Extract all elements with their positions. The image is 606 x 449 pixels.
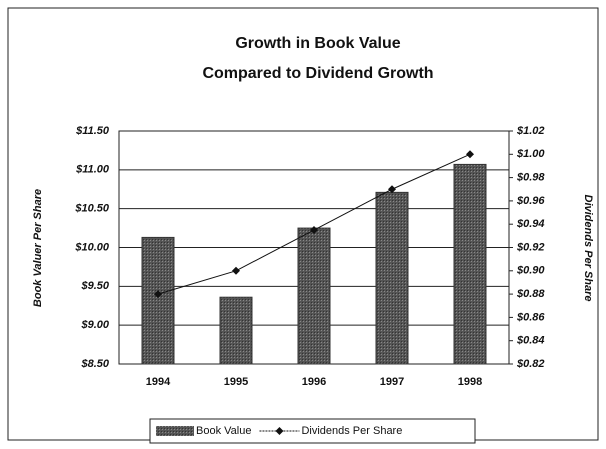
y-tick-label: $10.00	[74, 241, 110, 253]
bar	[297, 227, 331, 365]
y2-tick-label: $0.84	[516, 335, 545, 347]
line-marker	[310, 226, 318, 235]
y2-tick-label: $0.82	[516, 358, 545, 370]
line-marker	[466, 150, 474, 159]
y2-tick-label: $0.96	[516, 195, 545, 207]
x-tick-label: 1996	[302, 376, 326, 388]
bar	[375, 191, 409, 365]
y2-tick-label: $1.02	[516, 125, 545, 137]
line-marker	[232, 266, 240, 275]
x-tick-label: 1995	[224, 376, 248, 388]
legend-swatch	[156, 426, 194, 436]
legend-marker	[275, 427, 284, 435]
y-tick-label: $10.50	[74, 203, 110, 215]
line-marker	[388, 185, 396, 194]
legend-box	[149, 418, 476, 444]
y2-tick-label: $0.86	[516, 311, 545, 323]
y-tick-label: $8.50	[80, 358, 109, 370]
x-tick-label: 1998	[458, 376, 482, 388]
y2-tick-label: $0.92	[516, 241, 545, 253]
y-tick-label: $9.50	[80, 280, 109, 292]
y2-tick-label: $0.88	[516, 288, 545, 300]
bar	[219, 296, 253, 365]
y2-tick-label: $0.90	[516, 265, 545, 277]
legend-label: Book Value	[196, 425, 251, 437]
y-axis-label: Book Valuer Per Share	[32, 189, 44, 307]
x-tick-label: 1994	[146, 376, 171, 388]
y2-tick-label: $0.98	[516, 172, 545, 184]
y2-tick-label: $0.94	[516, 218, 545, 230]
y2-tick-label: $1.00	[516, 148, 545, 160]
line-marker	[154, 290, 162, 299]
y-tick-label: $9.00	[80, 319, 109, 331]
x-tick-label: 1997	[380, 376, 404, 388]
legend-label: Dividends Per Share	[301, 425, 402, 437]
chart-frame	[7, 7, 599, 441]
y2-axis-label: Dividends Per Share	[582, 195, 594, 302]
chart-subtitle: Compared to Dividend Growth	[202, 65, 433, 82]
chart-title: Growth in Book Value	[235, 35, 400, 52]
bar	[141, 236, 175, 365]
y-tick-label: $11.00	[75, 164, 110, 176]
y-tick-label: $11.50	[75, 125, 110, 137]
bar	[453, 163, 487, 365]
